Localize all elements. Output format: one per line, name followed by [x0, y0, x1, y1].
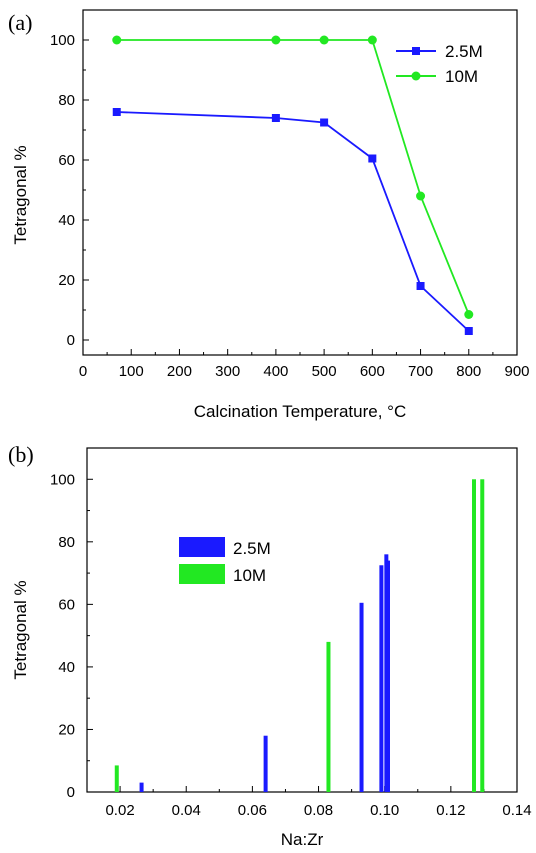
bar-b-0: [263, 735, 268, 792]
data-point-a: [416, 282, 425, 290]
legend-b: 2.5M 10M: [179, 537, 271, 585]
y-axis-title-b: Tetragonal %: [11, 580, 30, 679]
y-tick-label-a: 0: [67, 332, 75, 349]
legend-a-label-10m: 10M: [445, 67, 478, 86]
x-tick-label-b: 0.06: [238, 802, 267, 819]
legend-a-marker-10m: [411, 71, 421, 81]
data-point-a: [271, 35, 281, 45]
x-axis-title-a: Calcination Temperature, °C: [194, 402, 406, 421]
x-tick-label-b: 0.10: [370, 802, 399, 819]
data-point-a: [112, 108, 121, 116]
y-tick-label-a: 60: [58, 152, 75, 169]
data-point-a: [368, 154, 377, 163]
x-axis-b: 0.02 0.04 0.06 0.08 0.10 0.12 0.14: [86, 786, 532, 819]
x-tick-label-b: 0.08: [304, 802, 333, 819]
y-tick-label-b: 20: [58, 721, 75, 738]
x-axis-a: 0 100 200 300 400 500 600 700 800 900: [79, 349, 530, 380]
series-line-a-1: [116, 39, 470, 315]
x-tick-label-a: 200: [167, 363, 192, 380]
y-tick-label-b: 60: [58, 596, 75, 613]
data-point-a: [112, 35, 122, 45]
legend-b-swatch-2-5m: [179, 537, 225, 557]
panel-a-label: (a): [8, 10, 32, 35]
data-point-a: [464, 310, 474, 319]
x-axis-title-b: Na:Zr: [281, 830, 324, 849]
data-point-a: [367, 35, 377, 45]
y-tick-label-b: 40: [58, 659, 75, 676]
y-axis-a: 0 20 40 60 80 100: [50, 9, 89, 349]
series-area-a: [112, 35, 474, 335]
panel-b-label: (b): [8, 442, 34, 467]
data-point-a: [320, 118, 329, 127]
legend-a-label-2-5m: 2.5M: [445, 42, 483, 61]
legend-a-marker-2-5m: [412, 47, 420, 55]
bar-b-1: [326, 641, 331, 792]
bar-b-1: [114, 765, 119, 792]
y-axis-b: 0 20 40 60 80 100: [50, 447, 93, 801]
legend-b-swatch-10m: [179, 564, 225, 584]
y-tick-label-a: 80: [58, 92, 75, 109]
x-tick-label-b: 0.14: [502, 802, 531, 819]
data-point-a: [464, 327, 473, 335]
y-tick-label-b: 100: [50, 471, 75, 488]
data-point-a: [271, 114, 280, 122]
y-axis-title-a: Tetragonal %: [11, 145, 30, 244]
x-tick-label-a: 500: [312, 363, 337, 380]
y-tick-label-b: 80: [58, 534, 75, 551]
bar-b-0: [359, 602, 364, 792]
x-tick-label-b: 0.02: [105, 802, 134, 819]
x-tick-label-a: 800: [456, 363, 481, 380]
bar-b-0: [139, 782, 144, 792]
bar-b-1: [480, 479, 485, 792]
bar-b-0: [386, 560, 390, 792]
x-tick-label-a: 300: [215, 363, 240, 380]
x-tick-label-b: 0.12: [436, 802, 465, 819]
y-tick-label-b: 0: [67, 784, 75, 801]
x-tick-label-a: 600: [360, 363, 385, 380]
x-tick-label-a: 0: [79, 363, 87, 380]
plot-frame-a: [82, 9, 518, 356]
series-area-b: [114, 479, 485, 792]
y-tick-label-a: 40: [58, 212, 75, 229]
chart-a: (a) 0 100 200 300 400 500 600 700 800 900 0 20 40 60…: [8, 9, 530, 421]
legend-b-label-2-5m: 2.5M: [233, 539, 271, 558]
data-point-a: [319, 35, 329, 45]
x-tick-label-a: 400: [263, 363, 288, 380]
x-tick-label-b: 0.04: [172, 802, 201, 819]
x-tick-label-a: 700: [408, 363, 433, 380]
series-line-a-0: [116, 111, 470, 332]
x-tick-label-a: 100: [119, 363, 144, 380]
plot-frame-b: [86, 447, 518, 793]
legend-b-label-10m: 10M: [233, 566, 266, 585]
legend-a: 2.5M 10M: [396, 42, 483, 86]
chart-b: (b) 0.02 0.04 0.06 0.08 0.10 0.12 0.14 0 20 40 60…: [8, 442, 532, 849]
bar-b-1: [472, 479, 476, 792]
y-tick-label-a: 20: [58, 272, 75, 289]
y-tick-label-a: 100: [50, 32, 75, 49]
x-tick-label-a: 900: [504, 363, 529, 380]
data-point-a: [416, 191, 426, 201]
bar-b-0: [379, 565, 384, 792]
